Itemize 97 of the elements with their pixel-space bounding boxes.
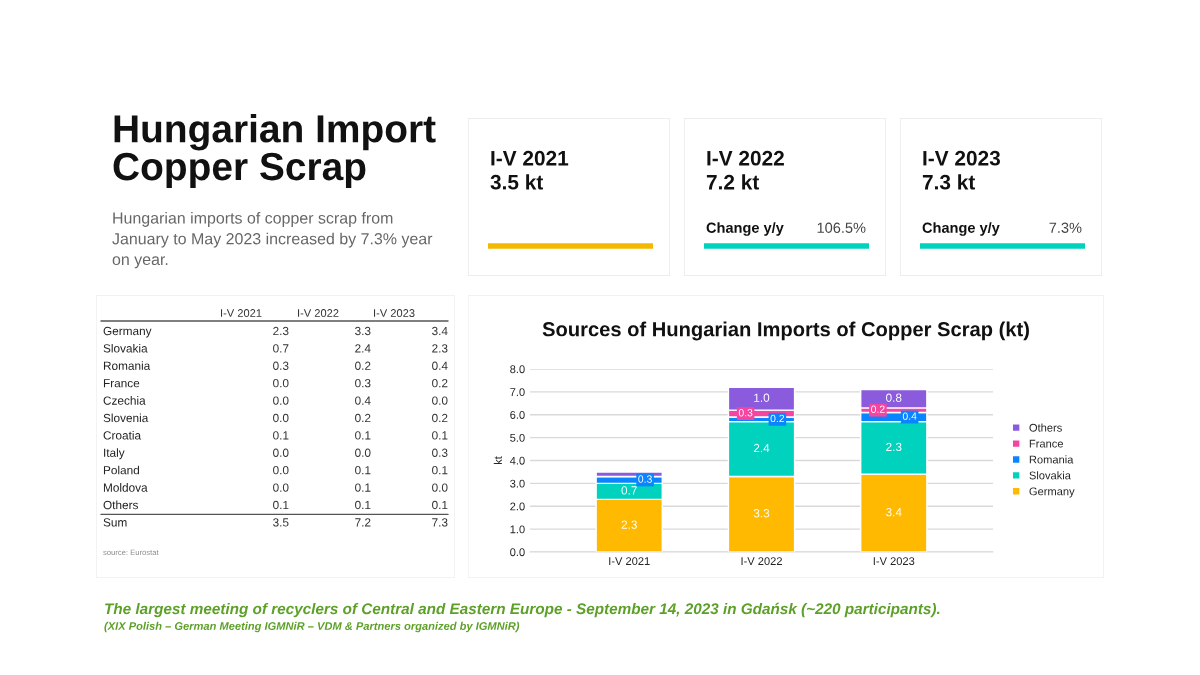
legend-label: Germany [1029, 487, 1075, 498]
data-label: 2.3 [432, 344, 448, 353]
data-label: 3.4 [432, 326, 448, 336]
data-label: 2.3 [273, 326, 289, 336]
data-label: 0.3 [738, 409, 753, 417]
y-tick-label: 1.0 [510, 525, 525, 534]
text: (XIX Polish – German Meeting IGMNiR – VDM & Partners organized by IGMNiR) [104, 621, 520, 633]
data-label: 0.0 [273, 448, 289, 457]
x-tick-label: I-V 2022 [741, 557, 782, 566]
data-label: 3.4 [886, 507, 902, 517]
data-label: 0.1 [273, 500, 289, 510]
legend-label: Romania [1029, 455, 1074, 464]
data-label: 0.7 [273, 344, 289, 353]
data-label: 3.3 [753, 509, 770, 518]
data-label: 2.4 [753, 443, 770, 453]
data-label: 0.1 [273, 431, 289, 440]
data-label: 0.1 [355, 431, 371, 440]
category-label: Slovakia [103, 343, 148, 353]
data-label: 7.3 [432, 518, 448, 527]
data-label: 0.0 [273, 466, 289, 475]
text: 106.5% [817, 222, 866, 233]
data-label: 0.0 [432, 396, 448, 405]
data-label: 0.0 [273, 396, 289, 405]
data-label: 0.2 [770, 414, 785, 423]
data-label: 0.8 [886, 393, 902, 402]
text: I-V 2021 [491, 150, 569, 166]
data-label: 2.3 [621, 520, 637, 529]
category-label: Croatia [103, 430, 142, 440]
category-label: Italy [104, 448, 125, 460]
text: 7.3% [1049, 222, 1082, 233]
data-label: 3.3 [355, 326, 371, 336]
data-label: 0.1 [355, 500, 371, 510]
category-label: Others [103, 500, 138, 510]
legend-label: France [1029, 439, 1064, 448]
data-label: 0.2 [432, 379, 448, 388]
y-axis-title: kt [493, 456, 502, 465]
data-label: 0.1 [432, 466, 448, 475]
text: Change y/y [706, 222, 784, 236]
legend-label: Others [1029, 423, 1062, 432]
data-label: 0.2 [355, 413, 371, 423]
category-label: Sum [103, 518, 127, 527]
y-tick-label: 5.0 [510, 433, 525, 442]
data-label: 0.1 [355, 466, 371, 475]
data-label: 1.0 [754, 393, 770, 402]
data-label: 0.1 [432, 500, 448, 510]
data-label: 0.3 [638, 475, 652, 483]
data-label: 2.3 [886, 442, 902, 452]
category-label: Poland [103, 465, 139, 475]
y-tick-label: 4.0 [509, 456, 525, 465]
y-tick-label: 6.0 [510, 411, 525, 419]
data-label: 0.0 [273, 413, 289, 423]
chart-title: Sources of Hungarian Imports of Copper Scrap (kt) [542, 321, 1029, 341]
text: 7.2 kt [706, 174, 760, 190]
legend-label: Slovakia [1029, 471, 1071, 480]
category-label: Romania [103, 361, 151, 370]
data-label: 0.2 [432, 413, 448, 423]
y-tick-label: 8.0 [510, 365, 525, 374]
series-label: I-V 2021 [221, 309, 262, 317]
data-label: 0.0 [273, 379, 289, 388]
y-tick-label: 0.0 [510, 548, 525, 557]
category-label: Czechia [103, 396, 146, 405]
data-label: 0.0 [273, 483, 289, 492]
data-label: 0.2 [355, 361, 371, 370]
category-label: Moldova [103, 483, 148, 492]
category-label: France [103, 379, 140, 388]
data-label: 0.0 [355, 448, 371, 457]
text: 3.5 kt [490, 174, 544, 190]
text: I-V 2022 [298, 309, 339, 317]
data-label: 0.3 [355, 379, 371, 388]
text: I-V 2023 [374, 309, 415, 317]
text: Hungarian imports of copper scrap from January to May 2023 increased by 7.3% year on year. [112, 212, 433, 269]
data-label: 0.3 [432, 448, 448, 457]
text: 7.3 kt [922, 174, 976, 190]
data-label: 0.4 [355, 396, 371, 405]
text: The largest meeting of recyclers of Central and Eastern Europe - September 14, 2023 in Gdańsk (~220 participants). [105, 602, 940, 618]
data-label: 0.2 [871, 405, 885, 413]
category-label: Germany [103, 326, 152, 338]
data-label: 2.4 [355, 344, 371, 353]
data-label: 0.1 [432, 431, 448, 440]
text: Hungarian Import Copper Scrap [113, 114, 436, 189]
y-tick-label: 7.0 [510, 388, 525, 397]
data-label: 7.2 [355, 518, 371, 527]
data-label: 0.3 [273, 361, 289, 370]
data-label: 0.7 [621, 486, 637, 495]
x-tick-label: I-V 2023 [873, 557, 915, 566]
category-label: Slovenia [103, 413, 149, 423]
x-tick-label: I-V 2021 [609, 557, 650, 566]
y-tick-label: 3.0 [510, 479, 525, 488]
text: I-V 2023 [923, 150, 1000, 166]
data-label: 0.0 [432, 483, 448, 492]
text: Change y/y [922, 222, 1000, 236]
text: I-V 2022 [707, 150, 784, 166]
data-label: 3.5 [273, 518, 289, 527]
y-tick-label: 2.0 [510, 502, 525, 511]
data-label: 0.4 [432, 361, 448, 370]
data-label: 0.1 [355, 483, 371, 492]
data-label: 0.4 [902, 412, 917, 420]
